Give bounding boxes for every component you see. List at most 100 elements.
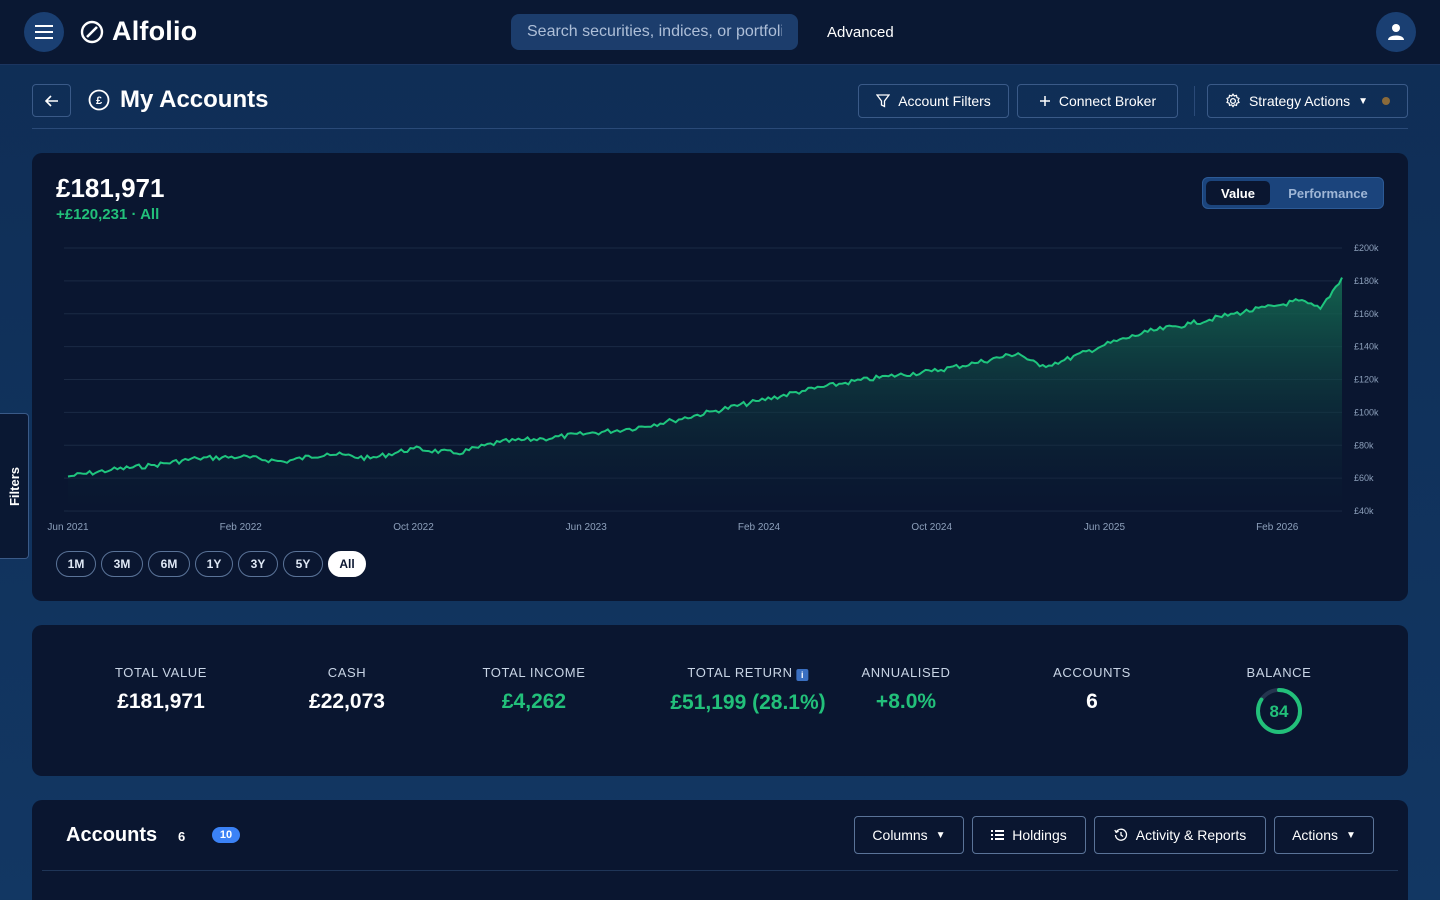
chart-data-point[interactable] [929, 368, 935, 374]
chart-data-point[interactable] [626, 426, 632, 432]
stat-total-income: TOTAL INCOME £4,262 [482, 665, 585, 714]
portfolio-total-value: £181,971 [56, 173, 165, 203]
stat-value: £4,262 [501, 690, 567, 713]
columns-label: Columns [872, 827, 928, 843]
stat-value: £181,971 [117, 690, 205, 713]
activity-reports-label: Activity & Reports [1135, 827, 1247, 843]
advanced-link[interactable]: Advanced [827, 24, 894, 41]
accounts-count: 6 [178, 829, 186, 844]
range-all[interactable]: All [328, 551, 366, 577]
chart-data-point[interactable] [799, 388, 805, 394]
y-tick-label: £40k [1354, 506, 1374, 516]
account-filters-button[interactable]: Account Filters [858, 84, 1009, 118]
list-icon [991, 830, 1005, 840]
stat-value: 6 [1086, 690, 1098, 713]
user-avatar-button[interactable] [1376, 12, 1416, 52]
hamburger-icon [35, 25, 53, 39]
chart-data-point[interactable] [886, 373, 892, 379]
x-tick-label: Jun 2021 [47, 522, 89, 533]
value-toggle-option[interactable]: Value [1206, 181, 1270, 205]
filter-icon [876, 94, 891, 108]
holdings-button[interactable]: Holdings [972, 816, 1086, 854]
balance-score-gauge: 84 [1256, 688, 1302, 734]
chart-data-point[interactable] [497, 439, 503, 445]
y-tick-label: £160k [1354, 309, 1379, 319]
chart-data-point[interactable] [108, 467, 114, 473]
chart-data-point[interactable] [238, 454, 244, 460]
actions-label: Actions [1292, 827, 1338, 843]
balance-score: 84 [1270, 702, 1289, 721]
chart-data-point[interactable] [151, 462, 157, 468]
history-icon [1114, 828, 1127, 841]
range-1y[interactable]: 1Y [195, 551, 233, 577]
pound-circle-icon: £ [88, 89, 110, 111]
chart-data-point[interactable] [583, 431, 589, 437]
chart-data-point[interactable] [1188, 321, 1194, 327]
logo[interactable]: Alfolio [80, 16, 197, 47]
stat-label: TOTAL INCOME [482, 665, 586, 680]
chart-data-point[interactable] [1037, 363, 1043, 369]
chart-data-point[interactable] [65, 473, 71, 479]
stat-value: £51,199 (28.1%) [670, 691, 826, 714]
status-dot-icon [1382, 97, 1391, 105]
chart-data-point[interactable] [540, 436, 546, 442]
range-1m[interactable]: 1M [56, 551, 96, 577]
accounts-divider [42, 870, 1398, 871]
actions-button[interactable]: Actions ▼ [1274, 816, 1374, 854]
chart-data-point[interactable] [1317, 306, 1323, 312]
header-divider [32, 128, 1408, 129]
filters-tab-label: Filters [6, 466, 22, 506]
chart-data-point[interactable] [1058, 358, 1064, 364]
portfolio-change: +£120,231 · All [56, 206, 160, 223]
stat-value: £22,073 [309, 690, 385, 713]
chart-data-point[interactable] [1231, 311, 1237, 317]
activity-reports-button[interactable]: Activity & Reports [1094, 816, 1266, 854]
columns-button[interactable]: Columns ▼ [854, 816, 964, 854]
accounts-card: Accounts 6 10 Columns ▼ Holdings Activit… [32, 800, 1408, 900]
chart-data-point[interactable] [1015, 350, 1021, 356]
header-separator [1194, 86, 1195, 116]
chart-data-point[interactable] [756, 398, 762, 404]
chart-data-point[interactable] [972, 360, 978, 366]
info-icon[interactable]: i [796, 669, 809, 681]
app-name: Alfolio [112, 16, 198, 46]
filters-side-tab[interactable]: Filters [0, 413, 29, 559]
chevron-down-icon: ▼ [1346, 829, 1356, 841]
chart-data-point[interactable] [670, 418, 676, 424]
chart-data-point[interactable] [410, 446, 416, 452]
page-title: My Accounts [120, 86, 269, 113]
chart-data-point[interactable] [454, 450, 460, 456]
search-input[interactable] [511, 14, 798, 50]
chart-data-point[interactable] [1339, 275, 1345, 281]
back-button[interactable] [32, 84, 71, 117]
x-tick-label: Feb 2022 [220, 522, 263, 533]
chart-data-point[interactable] [1145, 329, 1151, 335]
user-icon [1388, 24, 1404, 40]
chart-data-point[interactable] [842, 380, 848, 386]
stat-label: ACCOUNTS [1053, 665, 1131, 680]
chart-data-point[interactable] [713, 408, 719, 414]
time-range-selector: 1M 3M 6M 1Y 3Y 5Y All [56, 551, 366, 577]
stat-label-text: TOTAL RETURN [687, 665, 793, 680]
chart-data-point[interactable] [324, 450, 330, 456]
chart-data-point[interactable] [195, 455, 201, 461]
range-5y[interactable]: 5Y [283, 551, 323, 577]
chart-data-point[interactable] [1274, 303, 1280, 309]
stat-accounts: ACCOUNTS 6 [1053, 665, 1131, 714]
chart-value-line [67, 277, 1343, 478]
range-3m[interactable]: 3M [101, 551, 143, 577]
performance-toggle-option[interactable]: Performance [1288, 185, 1368, 201]
top-bar: Alfolio Advanced [0, 0, 1440, 65]
connect-broker-button[interactable]: Connect Broker [1017, 84, 1178, 118]
chart-data-point[interactable] [367, 455, 373, 461]
strategy-actions-button[interactable]: Strategy Actions ▼ [1207, 84, 1408, 118]
stat-label: BALANCE [1246, 665, 1312, 680]
portfolio-value-chart[interactable]: £40k £60k £80k £100k £120k £140k £160k £180k £20… [32, 238, 1408, 538]
menu-button[interactable] [24, 12, 64, 52]
chart-data-point[interactable] [1101, 342, 1107, 348]
range-3y[interactable]: 3Y [238, 551, 278, 577]
chart-data-point[interactable] [281, 459, 287, 465]
chart-data-point[interactable] [1296, 298, 1302, 304]
chevron-down-icon: ▼ [1358, 95, 1369, 107]
range-6m[interactable]: 6M [148, 551, 190, 577]
